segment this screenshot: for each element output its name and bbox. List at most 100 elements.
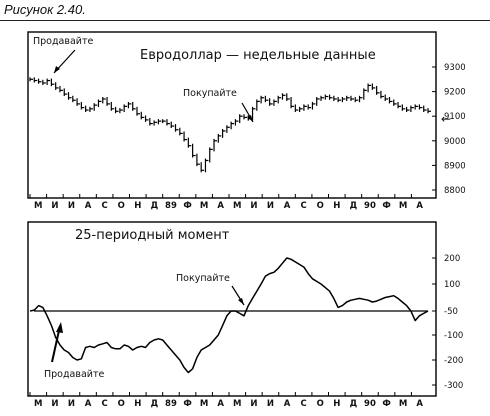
price-bar	[42, 79, 46, 85]
price-month-label: 89	[165, 201, 177, 211]
price-bar	[380, 90, 384, 99]
price-bar	[281, 93, 286, 100]
momentum-month-label: О	[118, 399, 125, 409]
momentum-buy-arrowhead	[238, 298, 244, 305]
price-bar	[226, 125, 230, 133]
axes-layer: 9300 9200 9100 9000 8900 8800 200 100 -50 -100 -20…	[29, 63, 466, 409]
price-bar	[277, 95, 282, 104]
price-bar	[144, 115, 149, 122]
price-bar	[337, 97, 342, 103]
price-bar	[114, 106, 119, 114]
price-bar	[316, 97, 320, 106]
price-bar	[196, 153, 200, 167]
price-bar	[410, 105, 414, 113]
price-bar	[76, 98, 81, 106]
price-sell-annotation: Продавайте	[33, 36, 94, 47]
price-bar	[401, 104, 406, 111]
price-buy-annotation: Покупайте	[183, 88, 237, 99]
price-month-label: А	[85, 201, 92, 211]
price-bar	[213, 138, 218, 152]
price-bar	[260, 95, 265, 104]
price-bar	[247, 115, 252, 121]
momentum-y-tick-label: -200	[444, 356, 463, 366]
price-bar	[234, 119, 239, 126]
momentum-month-label: М	[233, 399, 241, 409]
price-bar	[85, 105, 89, 113]
price-bar	[123, 104, 128, 113]
momentum-month-label: М	[34, 399, 42, 409]
price-bar	[33, 77, 38, 83]
price-bar	[140, 111, 145, 120]
momentum-month-label: Ф	[382, 399, 390, 409]
price-bar	[59, 85, 63, 93]
price-month-label: А	[284, 201, 291, 211]
price-bar	[179, 127, 183, 136]
price-bar	[307, 104, 312, 110]
price-bar	[239, 114, 243, 124]
momentum-month-label: Д	[350, 399, 358, 409]
price-bar	[46, 78, 51, 85]
momentum-month-label: И	[51, 399, 58, 409]
momentum-buy-annotation: Покупайте	[176, 273, 230, 284]
price-month-label: И	[267, 201, 274, 211]
price-y-tick-label: 9200	[444, 88, 466, 98]
price-bar	[55, 82, 59, 90]
price-bar	[187, 137, 192, 148]
price-bar	[384, 94, 389, 101]
momentum-y-tick-label: -50	[444, 307, 458, 317]
price-month-label: И	[250, 201, 257, 211]
price-bar	[290, 97, 295, 109]
price-month-label: М	[399, 201, 407, 211]
price-bar	[299, 106, 303, 113]
momentum-y-tick-label: 100	[444, 280, 460, 290]
price-bar	[102, 97, 106, 104]
price-month-label: Н	[134, 201, 141, 211]
price-bar	[110, 101, 115, 111]
momentum-sell-arrowhead	[56, 322, 63, 333]
price-bar	[174, 124, 179, 132]
momentum-sell-annotation: Продавайте	[44, 369, 105, 380]
price-y-tick-label: 9000	[444, 137, 466, 147]
price-bars-layer	[29, 77, 431, 173]
price-bar	[346, 95, 350, 101]
momentum-month-label: М	[399, 399, 407, 409]
price-month-label: С	[102, 201, 108, 211]
momentum-month-label: Д	[151, 399, 159, 409]
price-month-label: С	[301, 201, 307, 211]
momentum-month-label: И	[250, 399, 257, 409]
price-bar	[311, 101, 316, 110]
price-bar	[192, 143, 196, 158]
momentum-y-tick-label: 200	[444, 254, 460, 264]
current-price-marker: ←	[441, 112, 451, 126]
price-bar	[63, 88, 68, 97]
price-bar	[89, 106, 93, 113]
price-bar	[97, 99, 102, 108]
momentum-month-label: О	[317, 399, 324, 409]
price-bar	[162, 119, 166, 124]
price-bar	[273, 99, 277, 106]
price-y-tick-label: 9100	[444, 112, 466, 122]
price-y-tick-label: 8900	[444, 161, 466, 171]
momentum-month-label: 89	[165, 399, 177, 409]
price-bar	[183, 131, 188, 142]
price-bar	[397, 101, 402, 109]
price-bar	[333, 95, 337, 101]
momentum-month-label: И	[68, 399, 75, 409]
price-bar	[106, 97, 111, 106]
price-month-label: М	[200, 201, 208, 211]
price-bar	[367, 83, 372, 93]
price-bar	[350, 95, 354, 101]
price-bar	[269, 98, 273, 106]
price-month-label: М	[233, 201, 241, 211]
momentum-month-label: А	[284, 399, 291, 409]
price-bar	[72, 95, 76, 103]
price-bar	[132, 101, 136, 111]
price-bar	[303, 104, 307, 111]
price-bar	[37, 78, 42, 84]
price-bar	[80, 101, 85, 110]
price-bar	[414, 104, 419, 110]
momentum-month-label: А	[217, 399, 224, 409]
momentum-month-label: И	[267, 399, 274, 409]
price-bar	[200, 162, 205, 173]
price-month-label: О	[118, 201, 125, 211]
